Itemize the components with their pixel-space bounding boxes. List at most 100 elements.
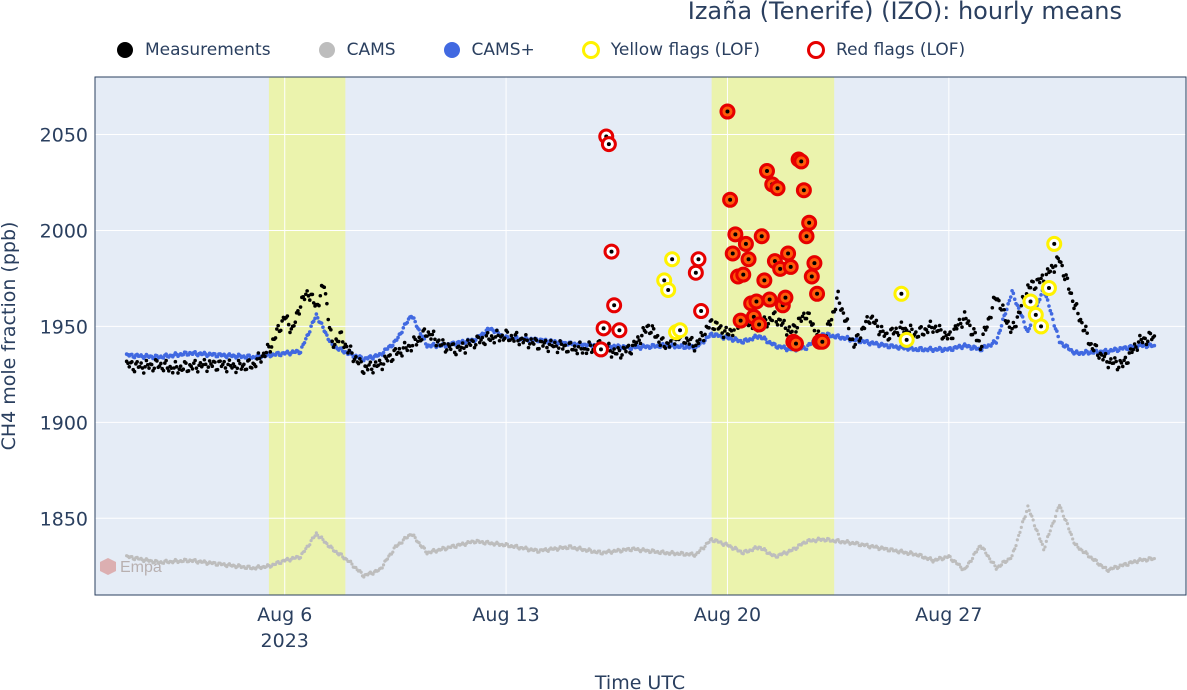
measurement-point bbox=[268, 350, 273, 354]
measurement-point bbox=[1060, 263, 1064, 268]
measurement-point bbox=[364, 364, 369, 369]
measurement-point bbox=[560, 347, 565, 351]
red-flag-core bbox=[786, 251, 791, 256]
measurement-point bbox=[778, 318, 782, 322]
measurement-point bbox=[865, 314, 869, 319]
measurement-point bbox=[973, 330, 977, 335]
cams-point bbox=[422, 546, 427, 550]
red-flag-core bbox=[801, 188, 806, 193]
cams-plus-point bbox=[311, 319, 316, 324]
cams-point bbox=[330, 546, 334, 550]
measurement-point bbox=[1152, 334, 1157, 338]
yellow-flag-core bbox=[1046, 286, 1051, 291]
measurement-point bbox=[336, 339, 341, 344]
red-flag-core bbox=[788, 264, 793, 269]
measurement-point bbox=[159, 361, 163, 366]
measurement-point bbox=[466, 338, 470, 342]
cams-point bbox=[965, 564, 969, 568]
measurement-point bbox=[578, 340, 582, 345]
measurement-point bbox=[322, 285, 327, 290]
measurement-point bbox=[559, 342, 564, 346]
x-tick-label: Aug 6 bbox=[257, 604, 312, 626]
measurement-point bbox=[497, 338, 502, 343]
measurement-point bbox=[333, 342, 337, 347]
cams-plus-point bbox=[1008, 295, 1013, 299]
measurement-point bbox=[954, 326, 959, 331]
legend-item-cams[interactable]: CAMS bbox=[307, 40, 396, 60]
measurement-point bbox=[244, 367, 249, 372]
cams-plus-point bbox=[319, 321, 324, 325]
measurement-point bbox=[1136, 340, 1141, 344]
series-yellow-flags bbox=[656, 235, 1063, 348]
measurement-point bbox=[812, 328, 817, 333]
cams-point bbox=[1050, 524, 1054, 528]
measurement-point bbox=[398, 351, 403, 355]
measurement-point bbox=[460, 341, 465, 345]
measurement-point bbox=[365, 367, 370, 372]
cams-point bbox=[1075, 542, 1079, 546]
measurement-point bbox=[1144, 342, 1149, 347]
measurement-point bbox=[297, 312, 302, 316]
cams-point bbox=[1043, 545, 1047, 549]
legend-item-yellow-flags[interactable]: Yellow flags (LOF) bbox=[571, 40, 760, 60]
yellow-flag-core bbox=[1039, 324, 1044, 329]
measurement-point bbox=[1123, 355, 1128, 360]
measurement-point bbox=[672, 342, 677, 346]
cams-plus-point bbox=[1039, 293, 1043, 297]
cams-point bbox=[856, 541, 860, 545]
cams-point bbox=[1030, 514, 1034, 518]
measurement-point bbox=[318, 293, 323, 298]
measurement-point bbox=[962, 310, 967, 314]
measurement-point bbox=[350, 351, 354, 355]
cams-plus-point bbox=[321, 325, 325, 329]
measurement-point bbox=[850, 337, 855, 342]
measurement-point bbox=[144, 358, 149, 363]
cams-plus-point bbox=[1015, 303, 1020, 307]
measurement-point bbox=[977, 339, 981, 343]
measurement-point bbox=[618, 356, 623, 360]
measurement-point bbox=[1102, 354, 1107, 359]
measurement-point bbox=[816, 329, 821, 333]
measurement-point bbox=[715, 321, 719, 325]
legend-item-measurements[interactable]: Measurements bbox=[105, 40, 271, 60]
measurement-point bbox=[1069, 291, 1074, 296]
measurement-point bbox=[941, 335, 946, 340]
measurement-point bbox=[1130, 350, 1134, 355]
measurement-point bbox=[296, 309, 300, 313]
cams-plus-point bbox=[1047, 304, 1051, 308]
measurement-point bbox=[580, 351, 585, 355]
measurement-point bbox=[617, 348, 622, 353]
measurement-point bbox=[1135, 348, 1140, 352]
measurement-point bbox=[1134, 345, 1138, 349]
measurement-point bbox=[537, 346, 541, 351]
measurement-point bbox=[867, 321, 872, 325]
measurement-point bbox=[950, 336, 955, 341]
legend-label-red-flags: Red flags (LOF) bbox=[835, 40, 966, 60]
measurement-point bbox=[471, 339, 475, 344]
measurement-point bbox=[970, 332, 975, 337]
measurement-point bbox=[723, 329, 727, 333]
legend-item-red-flags[interactable]: Red flags (LOF) bbox=[796, 40, 965, 60]
measurement-point bbox=[437, 338, 441, 342]
measurement-point bbox=[239, 367, 244, 371]
measurement-point bbox=[972, 326, 976, 331]
measurement-point bbox=[853, 342, 858, 347]
legend-label-measurements: Measurements bbox=[145, 40, 271, 60]
legend-item-cams-plus[interactable]: CAMS+ bbox=[432, 40, 535, 60]
measurement-point bbox=[369, 367, 374, 372]
cams-plus-point bbox=[994, 341, 999, 345]
cams-point bbox=[703, 544, 707, 548]
cams-point bbox=[380, 566, 384, 570]
measurement-point bbox=[997, 298, 1001, 303]
red-flag-core bbox=[699, 309, 704, 314]
measurement-point bbox=[1045, 267, 1050, 271]
red-flag-core bbox=[775, 186, 780, 191]
measurement-point bbox=[1148, 331, 1153, 336]
cams-point bbox=[401, 538, 405, 542]
measurement-point bbox=[939, 328, 943, 332]
measurement-point bbox=[864, 319, 868, 324]
cams-plus-point bbox=[741, 341, 746, 345]
cams-point bbox=[698, 549, 702, 553]
measurement-point bbox=[442, 341, 446, 346]
measurement-point bbox=[835, 296, 839, 300]
